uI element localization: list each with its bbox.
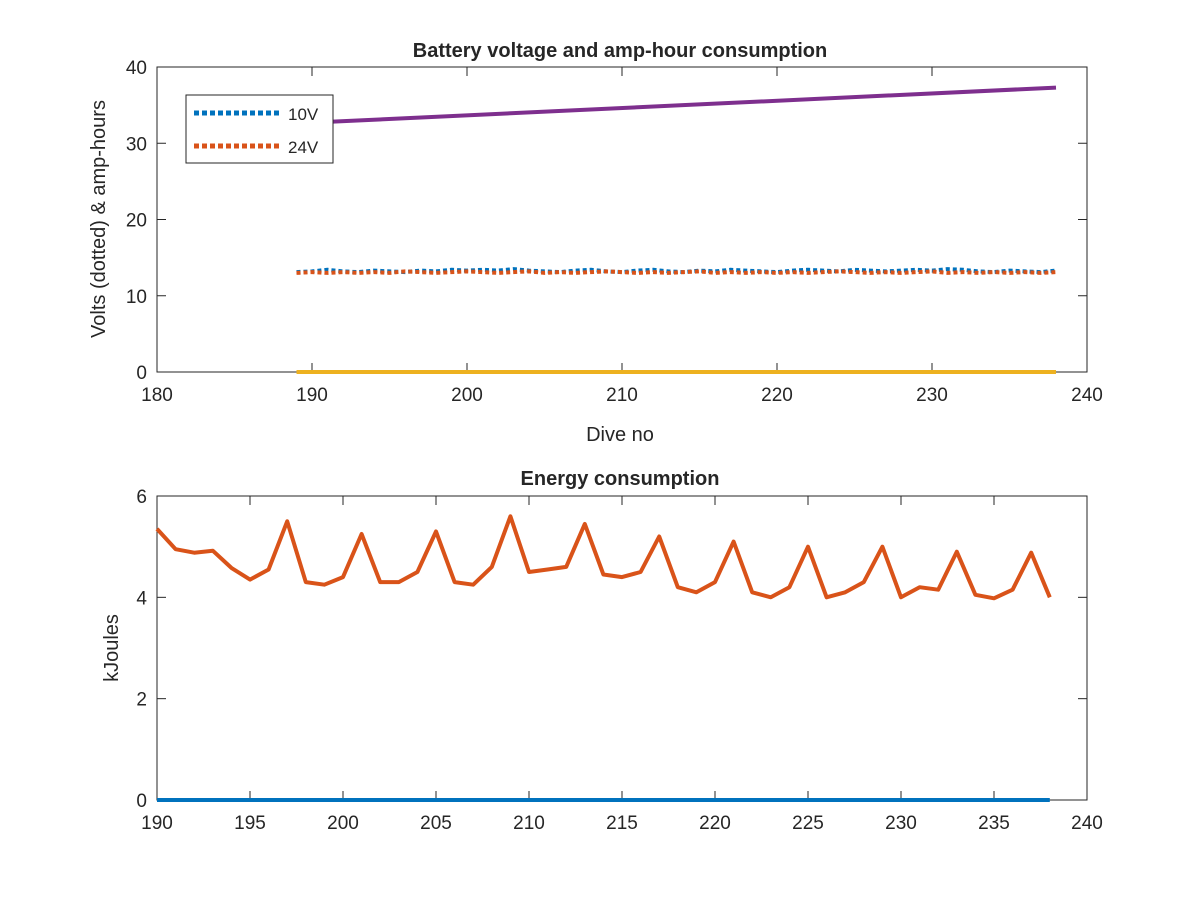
battery-x-tick-label: 200 [451,385,483,406]
energy-series [155,514,1052,802]
energy-plot-area [156,495,1088,801]
battery-axis-ticks: 180 190 200 210 220 230 240 0 10 20 30 40 [126,58,1103,406]
battery-y-tick-label: 40 [126,58,147,79]
energy-x-tick-label: 220 [699,813,731,834]
energy-chart: 190 195 200 205 210 215 220 225 230 235 240 0 2 4 6 En… [101,468,1103,834]
energy-y-tick-label: 2 [136,690,147,711]
energy-chart-title: Energy consumption [521,468,720,490]
battery-series [296,85,1057,374]
energy-x-tick-label: 195 [234,813,266,834]
battery-y-tick-label: 0 [136,363,147,384]
energy-x-tick-label: 205 [420,813,452,834]
legend-label-24v: 24V [288,138,319,157]
battery-legend: 10V 24V [185,94,334,164]
legend-box [185,94,334,164]
legend-label-10v: 10V [288,105,319,124]
battery-x-axis-label: Dive no [586,424,654,446]
energy-x-tick-label: 215 [606,813,638,834]
energy-x-tick-label: 210 [513,813,545,834]
battery-x-tick-label: 210 [606,385,638,406]
battery-x-tick-label: 190 [296,385,328,406]
battery-y-tick-label: 20 [126,211,147,232]
battery-series-line-3 [327,85,1057,124]
energy-x-tick-label: 235 [978,813,1010,834]
battery-x-tick-label: 220 [761,385,793,406]
energy-x-tick-label: 240 [1071,813,1103,834]
battery-chart: 180 190 200 210 220 230 240 0 10 20 30 40 Battery v… [88,40,1103,446]
energy-series-line-0 [155,514,1052,601]
battery-y-tick-label: 30 [126,134,147,155]
battery-series-line-24v [296,269,1057,275]
energy-y-tick-label: 4 [136,588,147,609]
energy-y-tick-label: 6 [136,487,147,508]
energy-y-axis-label: kJoules [101,614,123,682]
battery-x-tick-label: 240 [1071,385,1103,406]
battery-x-tick-label: 180 [141,385,173,406]
energy-x-tick-label: 200 [327,813,359,834]
energy-x-tick-label: 225 [792,813,824,834]
energy-y-tick-label: 0 [136,791,147,812]
energy-axis-ticks: 190 195 200 205 210 215 220 225 230 235 240 0 2 4 6 [136,487,1102,834]
battery-y-tick-label: 10 [126,287,147,308]
battery-x-tick-label: 230 [916,385,948,406]
battery-y-axis-label: Volts (dotted) & amp-hours [88,100,110,338]
battery-chart-title: Battery voltage and amp-hour consumption [413,40,827,62]
energy-x-tick-label: 190 [141,813,173,834]
energy-x-tick-label: 230 [885,813,917,834]
